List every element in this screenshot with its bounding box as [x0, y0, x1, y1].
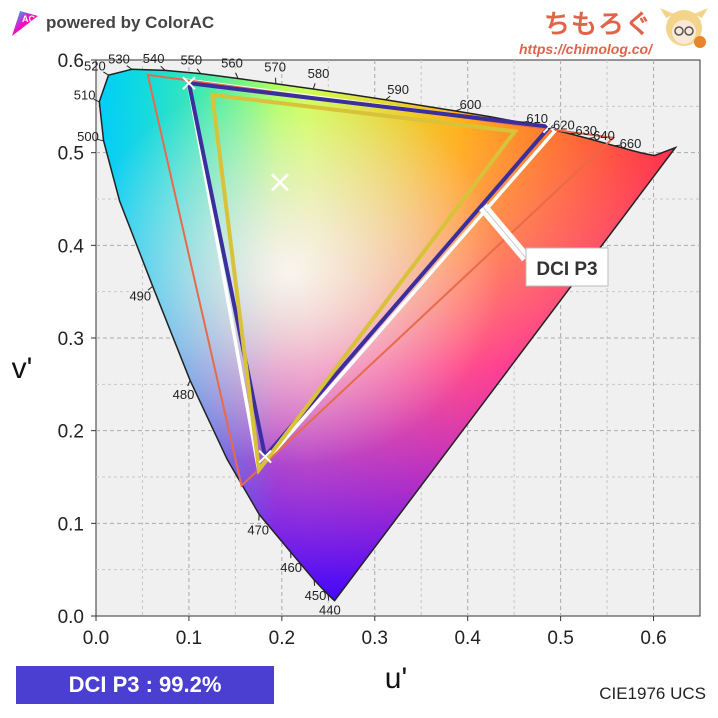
x-tick-label: 0.2 — [269, 628, 295, 649]
x-tick-label: 0.0 — [83, 628, 109, 649]
wavelength-label: 530 — [108, 52, 130, 67]
gamut-triangles — [146, 73, 616, 488]
svg-text:AC: AC — [22, 14, 35, 24]
x-tick-label: 0.3 — [362, 628, 388, 649]
site-name: ちもろぐ — [543, 10, 652, 40]
primary-marker — [182, 76, 196, 90]
wavelength-label: 520 — [84, 59, 106, 74]
wavelength-label: 510 — [74, 87, 96, 102]
wavelength-label: 490 — [129, 288, 151, 303]
wavelength-label: 550 — [180, 53, 202, 68]
wavelength-label: 500 — [77, 129, 99, 144]
x-axis-title: u' — [385, 662, 407, 695]
brand-header: AC powered by ColorAC — [10, 8, 214, 38]
y-tick-label: 0.2 — [58, 422, 84, 443]
wavelength-label: 620 — [553, 117, 575, 132]
wavelength-label: 560 — [221, 56, 243, 71]
y-tick-label: 0.3 — [58, 329, 84, 350]
wavelength-label: 590 — [387, 82, 409, 97]
wavelength-label: 630 — [575, 123, 597, 138]
color-space-label: CIE1976 UCS — [599, 684, 706, 703]
y-tick-label: 0.5 — [58, 144, 84, 165]
y-axis-title: v' — [12, 352, 33, 385]
wavelength-label: 540 — [143, 51, 165, 66]
wavelength-label: 600 — [460, 97, 482, 112]
x-tick-label: 0.4 — [454, 628, 481, 649]
x-tick-label: 0.1 — [176, 628, 202, 649]
site-url: https://chimolog.co/ — [519, 41, 652, 57]
wavelength-label: 610 — [526, 111, 548, 126]
wavelength-label: 660 — [620, 136, 642, 151]
powered-by-label: powered by ColorAC — [46, 13, 215, 32]
x-tick-label: 0.6 — [640, 628, 666, 649]
wavelength-label: 580 — [308, 66, 330, 81]
y-tick-label: 0.6 — [58, 51, 84, 72]
wavelength-label: 640 — [593, 128, 615, 143]
wavelength-label: 450 — [305, 588, 327, 603]
wavelength-label: 570 — [264, 60, 286, 75]
y-tick-label: 0.0 — [58, 607, 84, 628]
spectral-locus-outline — [98, 68, 678, 602]
wavelength-label: 460 — [280, 560, 302, 575]
dci-p3-callout-label: DCI P3 — [536, 259, 597, 280]
wavelength-label: 480 — [173, 387, 195, 402]
dci-p3-callout: DCI P3 — [479, 203, 609, 287]
coverage-badge: DCI P3 : 99.2% — [16, 666, 274, 704]
x-tick-label: 0.5 — [547, 628, 573, 649]
spectral-locus-fill — [99, 69, 676, 601]
colorac-logo-icon: AC — [12, 11, 38, 36]
mascot-icon — [660, 8, 708, 48]
display-gamut-triangle — [186, 80, 554, 461]
primary-marker — [258, 449, 272, 464]
white-point-marker — [271, 173, 289, 192]
srgb-triangle — [209, 92, 519, 475]
site-header: ちもろぐ https://chimolog.co/ — [519, 4, 652, 57]
y-tick-label: 0.4 — [58, 236, 85, 257]
wavelength-label: 440 — [319, 603, 341, 618]
y-tick-label: 0.1 — [58, 514, 84, 535]
axis-ticks: 0.0 0.1 0.2 0.3 0.4 0.5 0.6 0.0 0.1 0.2 0.3 0.4 0.5 0… — [58, 51, 667, 649]
wavelength-label: 470 — [247, 522, 269, 537]
primary-marker — [542, 120, 557, 134]
